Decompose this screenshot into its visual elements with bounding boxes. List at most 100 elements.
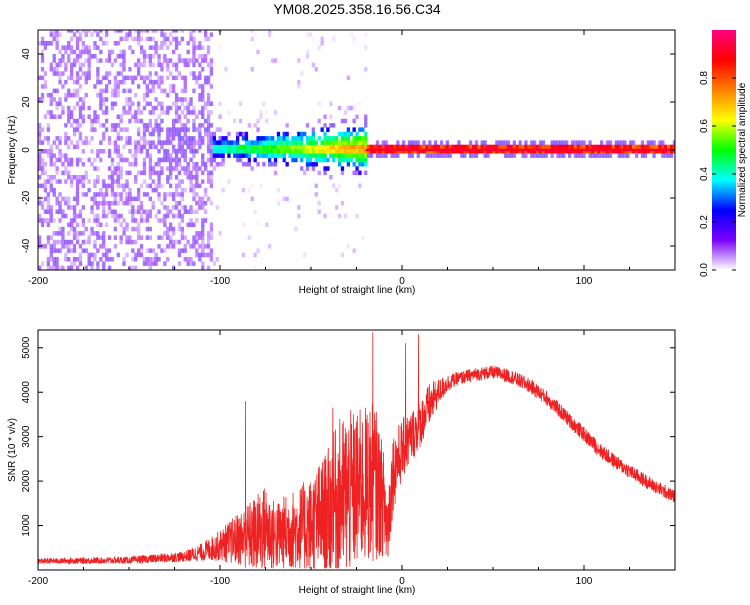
spectrogram-cell — [174, 153, 179, 158]
spectrogram-cell — [643, 153, 647, 158]
spectrogram-cell — [75, 239, 80, 245]
spectrogram-cell — [177, 114, 182, 119]
spectrogram-cell — [137, 205, 141, 210]
spectrogram-cell — [562, 140, 566, 145]
spectrogram-cell — [142, 218, 147, 223]
spectrogram-cell — [311, 153, 315, 158]
spectrogram-cell — [629, 140, 633, 145]
spectrogram-cell — [238, 153, 243, 158]
spectrogram-cell — [58, 192, 62, 197]
spectrogram-cell — [469, 149, 473, 154]
spectrogram-cell — [139, 205, 144, 210]
spectrogram-cell — [157, 75, 161, 81]
spectrogram-cell — [64, 239, 68, 245]
spectrogram-cell — [209, 235, 214, 240]
spectrogram-cell — [265, 222, 269, 227]
spectrogram-cell — [559, 144, 563, 150]
spectrogram-cell — [594, 149, 598, 154]
spectrogram-cell — [134, 144, 138, 150]
spectrogram-cell — [49, 248, 53, 253]
spectrogram-cell — [87, 157, 91, 163]
spectrogram-cell — [570, 144, 575, 150]
spectrogram-cell — [241, 252, 246, 258]
spectrogram-cell — [90, 127, 94, 132]
spectrogram-cell — [46, 257, 50, 262]
spectrogram-cell — [422, 144, 426, 150]
spectrogram-cell — [75, 257, 80, 262]
spectrogram-cell — [512, 153, 516, 158]
spectrogram-cell — [209, 200, 214, 206]
spectrogram-cell — [137, 252, 141, 258]
spectrogram-cell — [122, 187, 126, 193]
spectrogram-cell — [58, 140, 62, 145]
spectrogram-cell — [151, 84, 155, 89]
spectrogram-cell — [262, 149, 266, 154]
spectrogram-cell — [72, 175, 77, 180]
spectrogram-cell — [84, 32, 88, 37]
spectrogram-cell — [154, 49, 158, 55]
spectrogram-cell — [177, 131, 182, 137]
spectrogram-cell — [113, 127, 117, 132]
spectrogram-cell — [157, 45, 161, 50]
spectrogram-cell — [626, 153, 630, 158]
spectrogram-cell — [166, 67, 170, 72]
spectrogram-cell — [151, 127, 155, 132]
spectrogram-cell — [346, 127, 350, 132]
spectrogram-cell — [180, 179, 184, 184]
spectrogram-cell — [46, 136, 50, 141]
spectrogram-cell — [84, 79, 88, 85]
spectrogram-cell — [169, 244, 173, 249]
spectrogram-cell — [640, 149, 645, 154]
spectrogram-cell — [256, 222, 260, 227]
spectrogram-cell — [463, 153, 467, 158]
spectrogram-cell — [113, 144, 117, 150]
spectrogram-cell — [151, 54, 155, 59]
spectrogram-cell — [230, 140, 234, 145]
spectrogram-cell — [177, 97, 182, 102]
spectrogram-cell — [614, 144, 618, 150]
spectrogram-cell — [206, 265, 211, 270]
spectrogram-cell — [640, 144, 645, 150]
spectrogram-cell — [317, 45, 321, 50]
spectrogram-cell — [201, 200, 205, 206]
spectrogram-cell — [530, 144, 534, 150]
spectrogram-cell — [96, 175, 100, 180]
spectrogram-cell — [52, 257, 56, 262]
spectrogram-cell — [49, 187, 53, 193]
spectrogram-cell — [358, 140, 362, 145]
spectrogram-cell — [157, 114, 161, 119]
spectrogram-cell — [125, 97, 129, 102]
spectrogram-cell — [116, 252, 120, 258]
spectrogram-cell — [145, 36, 149, 42]
spectrogram-cell — [335, 153, 339, 158]
spectrogram-cell — [177, 54, 182, 59]
spectrogram-cell — [276, 200, 281, 206]
spectrogram-cell — [530, 153, 534, 158]
spectrogram-cell — [346, 75, 350, 81]
spectrogram-cell — [204, 209, 208, 214]
snr-y-tick-label: 2000 — [21, 470, 32, 493]
spectrogram-cell — [658, 144, 662, 150]
spectrogram-cell — [154, 97, 158, 102]
spectrogram-cell — [52, 36, 56, 42]
spectrogram-cell — [209, 179, 214, 184]
spectrogram-cell — [46, 222, 50, 227]
spectrogram-cell — [75, 140, 80, 145]
spectrogram-cell — [43, 136, 48, 141]
spectrogram-cell — [58, 205, 62, 210]
spectrogram-cell — [78, 54, 83, 59]
spectrogram-cell — [209, 183, 214, 189]
spectrogram-cell — [425, 149, 429, 154]
spectrogram-cell — [160, 67, 164, 72]
spectrogram-cell — [169, 127, 173, 132]
spectrogram-cell — [209, 123, 214, 128]
spectrogram-cell — [268, 153, 272, 158]
spectrogram-cell — [192, 58, 196, 63]
spectrogram-cell — [605, 144, 610, 150]
spectrogram-cell — [116, 79, 120, 85]
spectrogram-cell — [75, 127, 80, 132]
spectrogram-cell — [75, 175, 80, 180]
spectrogram-cell — [174, 36, 179, 42]
spectrogram-cell — [134, 218, 138, 223]
